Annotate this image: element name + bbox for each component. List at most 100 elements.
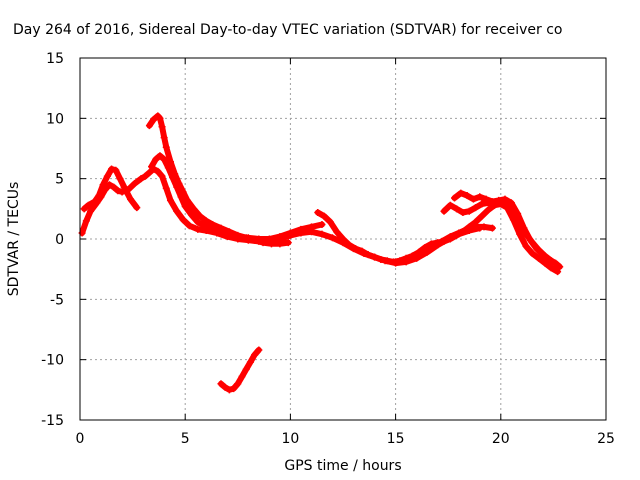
data-point	[213, 227, 221, 235]
data-point	[326, 218, 334, 226]
data-point	[463, 225, 471, 233]
y-tick-label: 10	[46, 111, 64, 127]
data-point	[472, 204, 480, 212]
data-point	[516, 230, 524, 238]
data-point	[194, 218, 202, 226]
data-point	[162, 184, 170, 192]
data-point	[202, 217, 210, 225]
data-point	[173, 183, 181, 191]
data-point	[164, 164, 172, 172]
series-arc-isolated-negative	[217, 346, 263, 394]
plot-frame	[79, 57, 607, 421]
data-point	[451, 194, 459, 202]
data-point	[284, 239, 292, 247]
data-point	[116, 175, 124, 183]
data-point	[82, 217, 90, 225]
data-point	[105, 181, 113, 189]
data-point	[438, 237, 446, 245]
data-point	[469, 195, 477, 203]
series-arc-early-morning-b	[80, 165, 141, 213]
data-point	[194, 225, 202, 233]
data-point	[402, 254, 410, 262]
data-point	[396, 257, 404, 265]
data-point	[490, 201, 498, 209]
data-point	[533, 245, 541, 253]
data-point	[476, 193, 484, 201]
data-point	[234, 233, 242, 241]
data-point	[297, 225, 305, 233]
data-point	[509, 216, 517, 224]
data-point	[345, 241, 353, 249]
y-axis-title: SDTVAR / TECUs	[6, 182, 22, 297]
data-point	[484, 206, 492, 214]
x-axis-title: GPS time / hours	[284, 458, 401, 474]
series-trace	[218, 347, 262, 393]
data-point	[99, 181, 107, 189]
y-tick-label: 0	[55, 232, 64, 248]
data-point	[286, 229, 294, 237]
data-point	[328, 234, 336, 242]
data-point	[545, 256, 553, 264]
data-point	[230, 385, 238, 393]
data-point	[276, 240, 284, 248]
data-point	[554, 268, 562, 276]
data-point	[162, 143, 170, 151]
data-point	[497, 200, 505, 208]
data-point	[110, 183, 118, 191]
data-point	[457, 189, 465, 197]
y-tick-label: 15	[46, 51, 64, 67]
x-tick-label: 0	[76, 431, 85, 447]
data-point	[429, 242, 437, 250]
data-point	[80, 205, 88, 213]
data-point	[522, 242, 530, 250]
data-point	[158, 123, 166, 131]
data-point	[246, 358, 254, 366]
data-point	[446, 201, 454, 209]
data-point	[507, 199, 515, 207]
data-point	[242, 365, 250, 373]
y-tick-label: -10	[41, 353, 64, 369]
data-point	[223, 230, 231, 238]
data-point	[408, 252, 416, 260]
data-point	[145, 169, 153, 177]
data-point	[188, 211, 196, 219]
data-point	[87, 207, 95, 215]
data-point	[465, 207, 473, 215]
data-point	[463, 192, 471, 200]
data-point	[535, 254, 543, 262]
data-series	[78, 112, 564, 394]
data-point	[520, 224, 528, 232]
grid	[80, 58, 606, 420]
data-point	[202, 223, 210, 231]
data-point	[413, 254, 421, 262]
data-point	[169, 173, 177, 181]
data-point	[95, 192, 103, 200]
data-point	[177, 193, 185, 201]
y-tick-label: -5	[50, 292, 64, 308]
data-point	[358, 247, 366, 255]
data-point	[371, 253, 379, 261]
data-point	[421, 248, 429, 256]
data-point	[166, 196, 174, 204]
data-point	[238, 373, 246, 381]
data-point	[478, 200, 486, 208]
data-point	[156, 114, 164, 122]
data-point	[217, 380, 225, 388]
data-point	[160, 155, 168, 163]
data-point	[318, 221, 326, 229]
data-point	[112, 166, 120, 174]
data-point	[221, 383, 229, 391]
data-point	[383, 257, 391, 265]
x-tick-label: 15	[387, 431, 405, 447]
data-point	[145, 122, 153, 130]
x-tick-label: 5	[181, 431, 190, 447]
data-point	[514, 210, 522, 218]
series-arc-morning-second	[148, 152, 326, 243]
x-tick-label: 20	[492, 431, 510, 447]
y-tick-label: 5	[55, 172, 64, 188]
data-point	[158, 172, 166, 180]
data-point	[455, 229, 463, 237]
data-point	[541, 259, 549, 267]
data-point	[547, 264, 555, 272]
